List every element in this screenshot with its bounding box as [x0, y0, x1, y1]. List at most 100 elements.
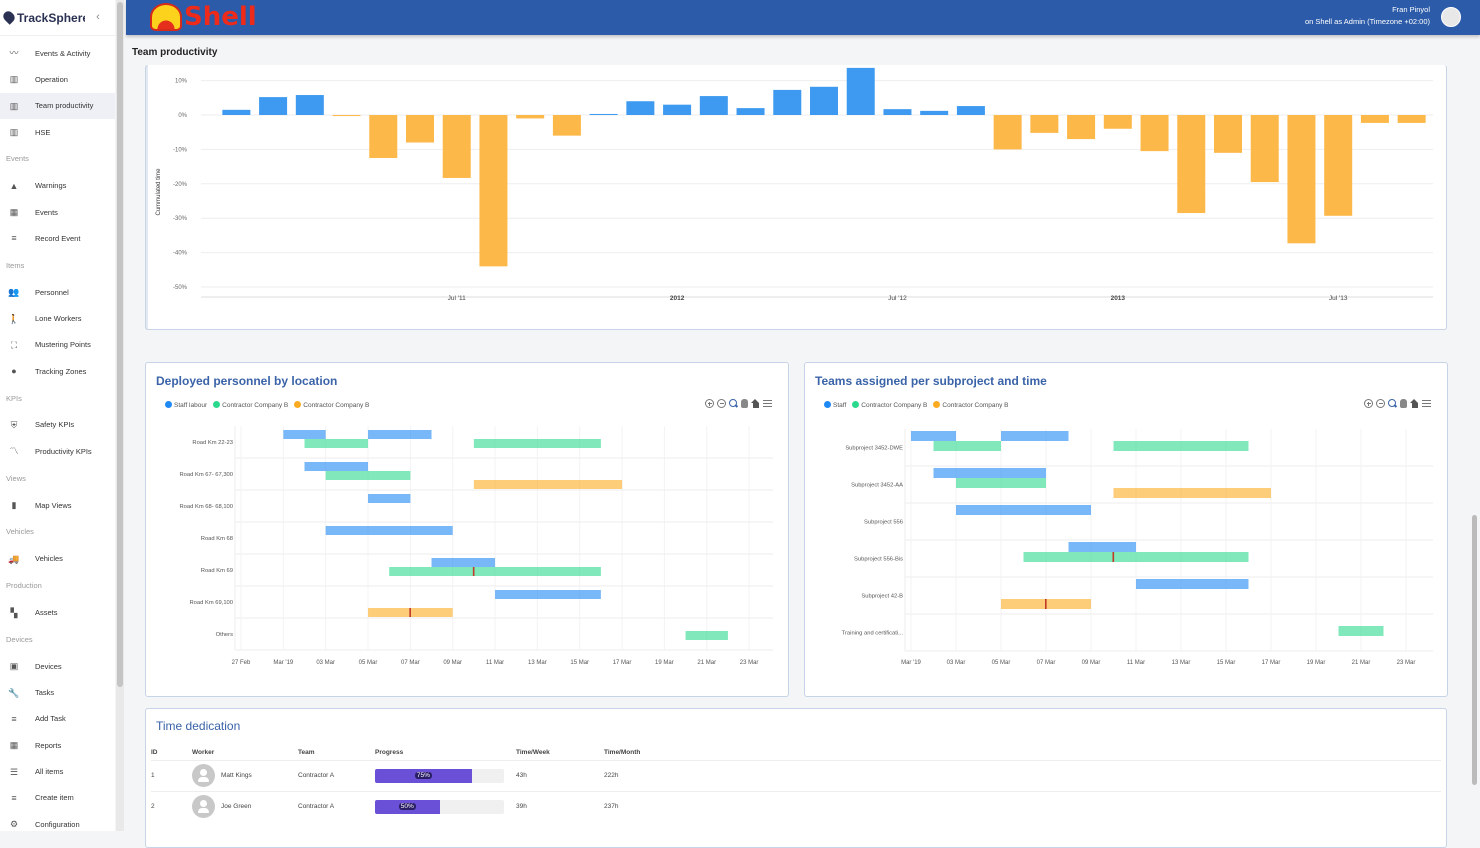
bar: [1360, 115, 1389, 123]
sidebar-item-all-items[interactable]: ☰ All items: [0, 758, 115, 784]
progress-label: 50%: [398, 803, 416, 811]
zoom-out-icon[interactable]: [717, 399, 726, 408]
column-header[interactable]: Progress: [375, 748, 404, 756]
sidebar-scrollbar[interactable]: [116, 0, 124, 831]
table-row[interactable]: 2 Joe Green Contractor A 50% 39h 237h: [151, 790, 1441, 822]
menu-icon[interactable]: [1422, 400, 1431, 407]
column-header[interactable]: Team: [298, 748, 315, 756]
sidebar-item-mustering-points[interactable]: ⛶ Mustering Points: [0, 332, 115, 358]
zoom-in-icon[interactable]: [1364, 399, 1373, 408]
pan-hand-icon[interactable]: [1400, 399, 1407, 408]
column-header[interactable]: Time/Week: [516, 748, 550, 756]
sidebar-item-map-views[interactable]: ▮ Map Views: [0, 492, 115, 518]
bar: [552, 115, 581, 136]
row-label: Road Km 69: [201, 568, 233, 574]
sidebar-item-configuration[interactable]: ⚙ Configuration: [0, 811, 115, 831]
sidebar-item-lone-workers[interactable]: 🚶 Lone Workers: [0, 305, 115, 331]
sidebar-item-events[interactable]: ▦ Events: [0, 199, 115, 225]
search-icon[interactable]: [729, 399, 738, 408]
gantt-bar: [1001, 468, 1046, 478]
y-tick-label: 0%: [178, 113, 187, 119]
zoom-in-icon[interactable]: [705, 399, 714, 408]
sidebar-item-record-event[interactable]: ≡ Record Event: [0, 225, 115, 251]
gantt-bar: [473, 439, 601, 448]
sidebar-item-reports[interactable]: ▦ Reports: [0, 732, 115, 758]
sidebar-item-warnings[interactable]: ▲ Warnings: [0, 173, 115, 199]
app-logo[interactable]: TrackSphere ‹: [0, 0, 115, 36]
pan-hand-icon[interactable]: [741, 399, 748, 408]
sidebar-item-label: Lone Workers: [35, 314, 82, 324]
sidebar-item-tracking-zones[interactable]: ● Tracking Zones: [0, 358, 115, 384]
sidebar-item-team-productivity[interactable]: ▥ Team productivity: [0, 92, 115, 119]
row-label: Subproject 3452-DWE: [845, 446, 903, 452]
gantt-bar: [283, 430, 326, 439]
deployed-personnel-gantt: 27 Feb Mar '19 03 Mar 05 Mar 07 Mar 09 Mar 11 …: [180, 426, 773, 666]
progress-bar: 50%: [375, 799, 504, 814]
gantt-bar: [1113, 441, 1249, 451]
x-tick-label: 21 Mar: [1352, 660, 1371, 666]
page-title: Team productivity: [132, 47, 218, 58]
legend-item[interactable]: Contractor Company B: [852, 401, 927, 410]
bar: [920, 110, 949, 115]
x-tick-label: 27 Feb: [232, 660, 251, 666]
warning-icon: ▲: [9, 180, 19, 191]
sidebar-item-vehicles[interactable]: 🚚 Vehicles: [0, 546, 115, 572]
legend-item[interactable]: Contractor Company B: [213, 401, 288, 410]
user-info[interactable]: Fran Pinyol on Shell as Admin (Timezone +…: [1305, 4, 1430, 28]
collapse-sidebar-icon[interactable]: ‹: [96, 11, 100, 23]
bar: [846, 67, 875, 115]
y-tick-label: -40%: [173, 251, 188, 257]
x-tick-label: 07 Mar: [1037, 660, 1056, 666]
sidebar-item-label: Events & Activity: [35, 48, 91, 58]
column-header[interactable]: Time/Month: [604, 748, 641, 756]
row-label: Others: [216, 632, 233, 638]
bar: [1103, 115, 1132, 129]
table-row[interactable]: 1 Matt Kings Contractor A 75% 43h 222h: [151, 759, 1441, 791]
sidebar-item-create-item[interactable]: ≡ Create item: [0, 785, 115, 811]
main-scrollbar[interactable]: [1471, 68, 1478, 831]
bar-chart-icon: ▥: [9, 74, 19, 85]
legend-item[interactable]: Contractor Company B: [294, 401, 369, 410]
bar: [332, 115, 361, 117]
sidebar-item-tasks[interactable]: 🔧 Tasks: [0, 680, 115, 706]
legend-item[interactable]: Staff labour: [165, 401, 207, 410]
activity-icon: 〰: [9, 48, 19, 59]
user-avatar[interactable]: [1441, 7, 1461, 27]
y-tick-label: 10%: [175, 79, 188, 85]
home-icon[interactable]: [751, 399, 760, 408]
sidebar-item-events-activity[interactable]: 〰 Events & Activity: [0, 40, 115, 66]
sidebar-item-assets[interactable]: ▚ Assets: [0, 599, 115, 625]
sidebar-item-productivity-kpis[interactable]: 〽 Productivity KPIs: [0, 438, 115, 464]
sidebar-item-personnel[interactable]: 👥 Personnel: [0, 279, 115, 305]
zoom-out-icon[interactable]: [1376, 399, 1385, 408]
avatar: [192, 764, 215, 787]
bar: [1324, 115, 1353, 216]
teams-assigned-card: Teams assigned per subproject and time S…: [804, 362, 1448, 697]
legend-label: Staff labour: [174, 402, 208, 409]
bar-chart-icon: ▥: [9, 100, 19, 111]
time-month: 237h: [604, 790, 664, 822]
gantt-bar: [325, 526, 453, 535]
x-tick-label: 23 Mar: [740, 660, 759, 666]
sidebar-item-label: Vehicles: [35, 554, 63, 564]
column-header[interactable]: Worker: [192, 748, 215, 756]
home-icon[interactable]: [1410, 399, 1419, 408]
sidebar-item-safety-kpis[interactable]: ⛨ Safety KPIs: [0, 412, 115, 438]
legend-label: Contractor Company B: [303, 402, 370, 409]
sidebar-item-operation[interactable]: ▥ Operation: [0, 66, 115, 92]
top-header: Shell Fran Pinyol on Shell as Admin (Time…: [126, 0, 1480, 35]
sidebar-item-devices[interactable]: ▣ Devices: [0, 653, 115, 679]
search-icon[interactable]: [1388, 399, 1397, 408]
bar: [626, 101, 655, 115]
legend-item[interactable]: Contractor Company B: [933, 401, 1009, 410]
row-label: Subproject 556-Bis: [854, 557, 903, 563]
column-header[interactable]: ID: [151, 748, 158, 756]
gantt-bar: [1001, 431, 1069, 441]
calendar-icon: ▦: [9, 740, 19, 751]
sidebar-item-add-task[interactable]: ≡ Add Task: [0, 706, 115, 732]
people-icon: 👥: [8, 287, 20, 298]
legend-item[interactable]: Staff: [824, 401, 846, 410]
gantt-bar: [1338, 626, 1384, 636]
menu-icon[interactable]: [763, 400, 772, 407]
sidebar-item-hse[interactable]: ▥ HSE: [0, 119, 115, 145]
